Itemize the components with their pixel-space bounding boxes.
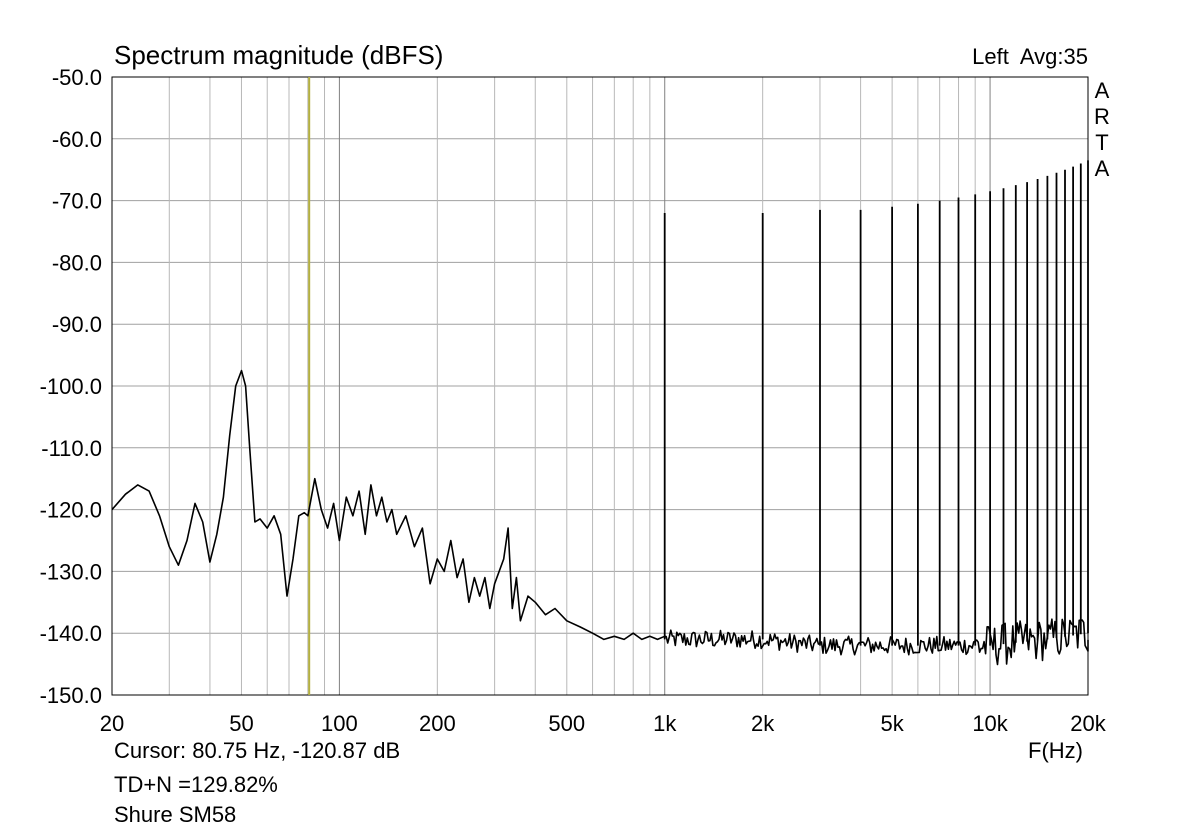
channel-label: Left: [972, 44, 1009, 69]
average-count: Avg:35: [1019, 44, 1088, 69]
x-tick-label: 20k: [1070, 711, 1106, 736]
harmonic-peaks: [663, 160, 1089, 646]
x-tick-label: 10k: [972, 711, 1008, 736]
y-tick-label: -60.0: [52, 127, 102, 152]
y-tick-label: -70.0: [52, 189, 102, 214]
y-tick-label: -150.0: [40, 683, 102, 708]
arta-brand: A R T A: [1092, 78, 1112, 182]
channel-average-label: Left Avg:35: [972, 44, 1088, 70]
brand-letter: R: [1094, 104, 1110, 129]
tdn-readout: TD+N =129.82%: [114, 772, 278, 797]
y-tick-label: -130.0: [40, 559, 102, 584]
x-tick-label: 500: [548, 711, 585, 736]
y-tick-label: -100.0: [40, 374, 102, 399]
x-tick-label: 50: [229, 711, 253, 736]
brand-letter: A: [1094, 78, 1110, 103]
y-tick-label: -90.0: [52, 312, 102, 337]
x-tick-label: 20: [100, 711, 124, 736]
grid-lines: [111, 76, 1089, 696]
x-axis-unit: F(Hz): [1028, 738, 1083, 763]
x-tick-label: 2k: [751, 711, 775, 736]
x-tick-label: 100: [321, 711, 358, 736]
y-tick-label: -110.0: [41, 436, 102, 461]
y-tick-label: -50.0: [52, 65, 102, 90]
y-tick-label: -80.0: [52, 250, 102, 275]
cursor-readout: Cursor: 80.75 Hz, -120.87 dB: [114, 738, 401, 763]
axis-tick-labels: -50.0 -60.0 -70.0 -80.0 -90.0 -100.0 -110.0 -12…: [40, 65, 1107, 736]
brand-letter: T: [1095, 130, 1109, 155]
y-tick-label: -120.0: [40, 498, 102, 523]
spectrum-trace: [111, 369, 1089, 666]
chart-title: Spectrum magnitude (dBFS): [114, 40, 444, 70]
brand-letter: A: [1094, 156, 1110, 181]
device-name: Shure SM58: [114, 802, 237, 827]
x-tick-label: 1k: [653, 711, 677, 736]
x-tick-label: 5k: [881, 711, 905, 736]
y-tick-label: -140.0: [40, 621, 102, 646]
x-tick-label: 200: [419, 711, 456, 736]
